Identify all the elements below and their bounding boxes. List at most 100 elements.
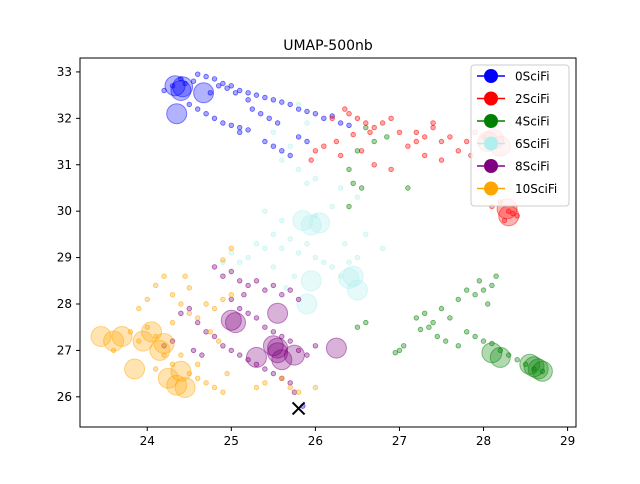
point-8SciFi: [211, 264, 218, 270]
series-8SciFi: [161, 264, 347, 395]
legend-entry-10SciFi: 10SciFi: [477, 181, 557, 196]
point-10SciFi: [136, 338, 142, 344]
centroid-10SciFi: [170, 360, 192, 382]
point-2SciFi: [337, 152, 344, 159]
legend-entry-8SciFi: 8SciFi: [477, 159, 550, 174]
point-10SciFi: [161, 352, 167, 358]
point-0SciFi: [295, 106, 302, 112]
point-8SciFi: [253, 361, 260, 367]
point-2SciFi: [438, 138, 445, 145]
series-10SciFi: [90, 245, 319, 398]
point-6SciFi: [295, 101, 302, 108]
point-0SciFi: [304, 108, 310, 115]
point-4SciFi: [363, 124, 369, 131]
point-0SciFi: [287, 152, 293, 159]
chart-title: UMAP-500nb: [283, 38, 373, 54]
point-6SciFi: [295, 166, 302, 173]
point-8SciFi: [186, 305, 192, 312]
centroid-4SciFi: [523, 356, 545, 378]
centroid-8SciFi: [267, 302, 289, 324]
point-6SciFi: [337, 185, 344, 191]
point-8SciFi: [211, 333, 218, 340]
point-4SciFi: [430, 319, 436, 326]
point-8SciFi: [228, 347, 234, 354]
point-0SciFi: [295, 134, 302, 140]
point-8SciFi: [270, 370, 277, 377]
point-6SciFi: [354, 254, 361, 261]
point-4SciFi: [464, 287, 470, 293]
centroid-8SciFi: [225, 312, 246, 334]
point-10SciFi: [194, 361, 201, 367]
point-2SciFi: [455, 148, 461, 154]
point-10SciFi: [211, 384, 218, 391]
point-6SciFi: [279, 217, 285, 224]
legend-marker: [484, 69, 498, 83]
point-10SciFi: [203, 301, 209, 307]
centroid-4SciFi: [519, 353, 541, 375]
centroid-8SciFi: [267, 342, 289, 364]
legend-entry-0SciFi: 0SciFi: [477, 69, 550, 84]
point-0SciFi: [194, 71, 201, 77]
centroid-10SciFi: [174, 377, 196, 398]
point-10SciFi: [220, 389, 226, 395]
point-0SciFi: [253, 92, 260, 98]
point-2SciFi: [363, 120, 369, 126]
centroid-6SciFi: [292, 210, 314, 231]
point-8SciFi: [220, 273, 226, 279]
point-6SciFi: [354, 194, 361, 200]
point-2SciFi: [312, 148, 319, 154]
point-0SciFi: [245, 127, 251, 133]
point-0SciFi: [182, 80, 188, 87]
point-2SciFi: [333, 138, 340, 145]
point-4SciFi: [354, 324, 361, 330]
point-4SciFi: [539, 368, 546, 374]
point-0SciFi: [211, 76, 218, 82]
point-6SciFi: [337, 273, 344, 279]
point-4SciFi: [422, 310, 428, 316]
point-4SciFi: [480, 338, 487, 344]
point-10SciFi: [136, 305, 142, 312]
point-0SciFi: [274, 120, 281, 126]
point-6SciFi: [291, 273, 298, 279]
point-10SciFi: [203, 380, 209, 386]
point-8SciFi: [236, 352, 243, 358]
point-4SciFi: [455, 296, 461, 303]
centroid-10SciFi: [124, 358, 146, 380]
point-8SciFi: [245, 310, 251, 316]
point-8SciFi: [190, 347, 197, 354]
point-8SciFi: [245, 357, 251, 363]
point-0SciFi: [236, 87, 243, 94]
point-2SciFi: [371, 124, 377, 131]
centroid-8SciFi: [220, 309, 242, 331]
legend-marker: [484, 136, 498, 151]
point-10SciFi: [228, 292, 234, 298]
legend-label: 6SciFi: [515, 137, 550, 151]
point-10SciFi: [253, 384, 260, 391]
point-10SciFi: [194, 315, 201, 321]
point-6SciFi: [363, 231, 369, 238]
point-4SciFi: [405, 185, 411, 191]
point-6SciFi: [262, 208, 268, 214]
legend-marker: [484, 159, 498, 173]
point-2SciFi: [514, 213, 520, 219]
centroid-8SciFi: [246, 346, 267, 368]
centroid-6SciFi: [342, 265, 364, 287]
point-10SciFi: [224, 370, 230, 377]
point-0SciFi: [321, 115, 327, 121]
point-4SciFi: [464, 329, 470, 335]
point-4SciFi: [506, 352, 512, 358]
point-8SciFi: [262, 324, 268, 330]
point-10SciFi: [287, 384, 293, 391]
point-6SciFi: [270, 231, 277, 238]
y-tick-label: 33: [57, 65, 72, 79]
point-0SciFi: [224, 85, 230, 91]
centroid-6SciFi: [338, 268, 360, 289]
legend-label: 0SciFi: [515, 70, 550, 84]
point-0SciFi: [220, 80, 226, 87]
point-0SciFi: [236, 124, 243, 131]
point-6SciFi: [304, 240, 310, 247]
plot-area: [90, 71, 553, 416]
point-4SciFi: [522, 361, 529, 367]
